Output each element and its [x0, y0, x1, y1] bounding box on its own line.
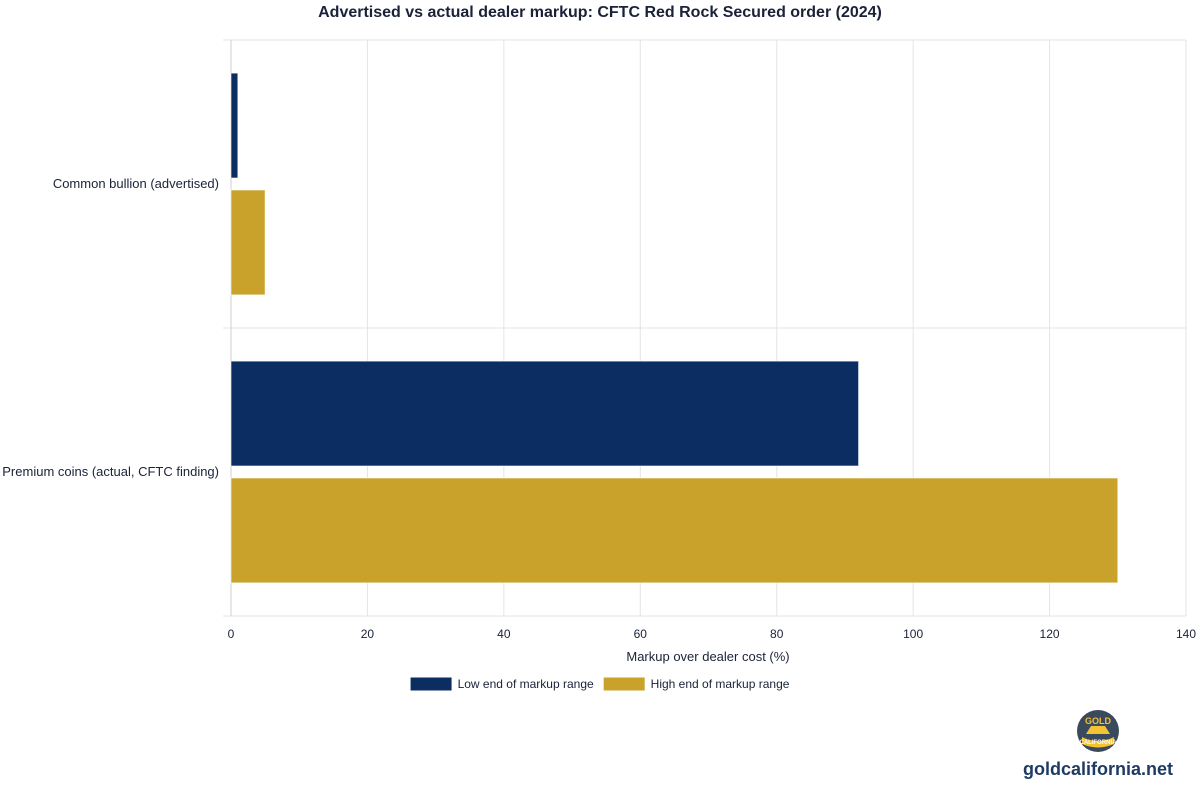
x-tick-labels: 0 20 40 60 80 100 120 140	[228, 627, 1197, 641]
x-tick-label: 60	[634, 627, 648, 641]
x-tick-label: 80	[770, 627, 784, 641]
bars	[230, 72, 1119, 584]
bar	[230, 72, 239, 179]
logo-text-bottom: CALIFORNIA	[1080, 740, 1118, 746]
x-tick-label: 120	[1040, 627, 1060, 641]
logo-banner	[1082, 737, 1114, 748]
gold-bar-icon	[1086, 726, 1110, 734]
category-label: Premium coins (actual, CFTC finding)	[2, 464, 219, 479]
x-tick-label: 100	[903, 627, 923, 641]
bar	[230, 477, 1119, 584]
logo-text-top: GOLD	[1085, 716, 1111, 726]
brand-site: goldcalifornia.net	[1023, 759, 1173, 779]
x-tick-label: 140	[1176, 627, 1196, 641]
legend-swatch	[603, 677, 645, 691]
category-label: Common bullion (advertised)	[53, 176, 219, 191]
legend-items: Low end of markup range High end of marku…	[410, 677, 790, 691]
chart-title: Advertised vs actual dealer markup: CFTC…	[318, 4, 882, 21]
x-tick-label: 0	[228, 627, 235, 641]
x-tick-label: 40	[497, 627, 511, 641]
bar	[230, 189, 266, 296]
legend-label: High end of markup range	[651, 677, 790, 691]
legend-swatch	[410, 677, 452, 691]
bar	[230, 360, 860, 467]
x-axis-title: Markup over dealer cost (%)	[626, 649, 789, 664]
x-tick-label: 20	[361, 627, 375, 641]
legend-label: Low end of markup range	[458, 677, 594, 691]
brand-logo: GOLD CALIFORNIA	[1077, 710, 1119, 752]
category-labels: Common bullion (advertised) Premium coins…	[2, 176, 219, 479]
legend: Low end of markup range High end of marku…	[410, 677, 790, 691]
